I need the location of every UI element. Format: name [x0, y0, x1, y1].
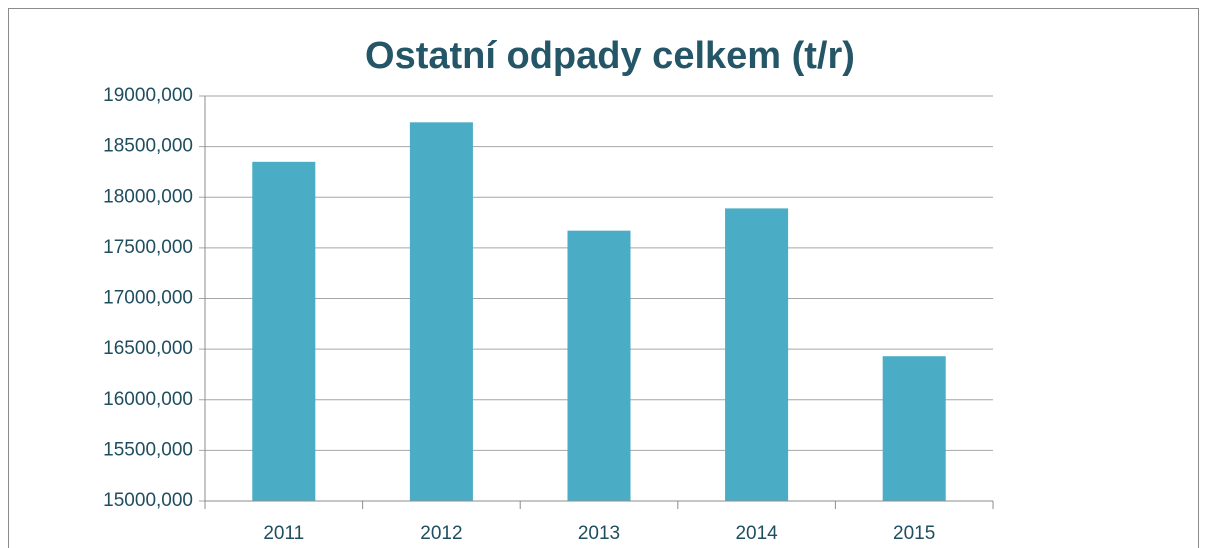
- x-tick-label: 2011: [263, 523, 304, 544]
- y-tick-label: 16000,000: [103, 389, 193, 410]
- y-tick-label: 15000,000: [103, 490, 193, 511]
- chart-frame: [8, 8, 1199, 548]
- x-tick-label: 2014: [735, 523, 778, 544]
- y-tick-label: 15500,000: [103, 439, 193, 460]
- y-tick-label: 16500,000: [103, 338, 193, 359]
- bar: [252, 161, 316, 501]
- chart-title: Ostatní odpady celkem (t/r): [365, 35, 855, 77]
- y-tick-label: 19000,000: [103, 85, 193, 106]
- y-tick-label: 17500,000: [103, 237, 193, 258]
- bar: [409, 122, 473, 501]
- bar: [725, 208, 789, 501]
- y-tick-label: 17000,000: [103, 288, 193, 309]
- y-tick-label: 18000,000: [103, 186, 193, 207]
- bar: [882, 356, 946, 501]
- bar: [567, 230, 631, 501]
- y-tick-label: 18500,000: [103, 136, 193, 157]
- x-tick-label: 2013: [578, 523, 620, 544]
- x-tick-label: 2012: [420, 523, 462, 544]
- x-tick-label: 2015: [893, 523, 935, 544]
